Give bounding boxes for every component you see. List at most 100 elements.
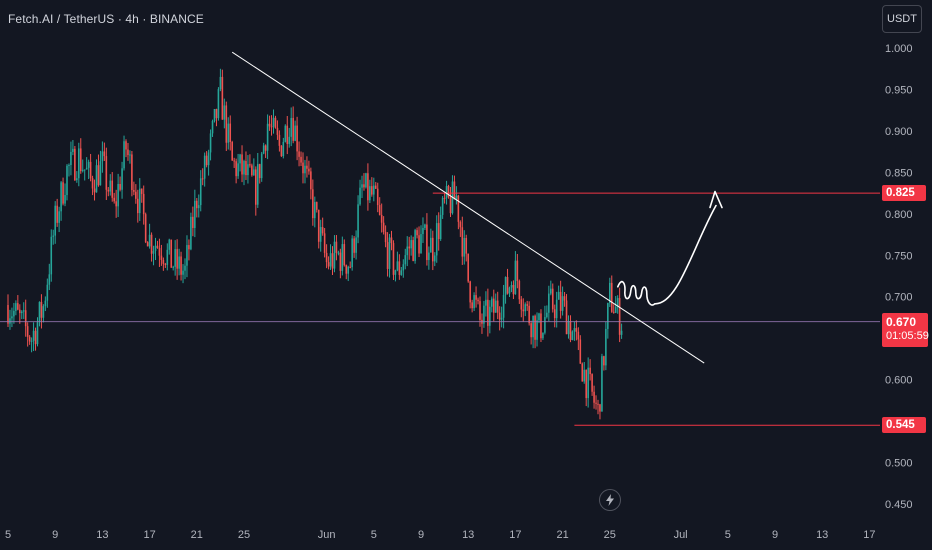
candle (255, 166, 257, 216)
current-price-badge: 0.670 01:05:59 (882, 313, 929, 347)
candle (42, 304, 45, 323)
candle (573, 321, 576, 341)
candle (79, 138, 82, 174)
candle (243, 159, 245, 186)
candle (353, 236, 355, 258)
candle (315, 201, 318, 213)
candle (81, 159, 84, 173)
lightning-icon[interactable] (599, 489, 621, 511)
candle (215, 108, 218, 127)
candle (184, 258, 186, 280)
candle (367, 163, 369, 211)
candle (262, 142, 265, 155)
candle (492, 289, 495, 322)
candle (196, 198, 198, 218)
candle (335, 235, 338, 261)
candle (412, 236, 414, 262)
candle (180, 251, 182, 281)
candle (229, 115, 232, 151)
candle (174, 240, 176, 276)
candle (107, 187, 110, 197)
candle (95, 159, 98, 193)
candle (618, 287, 621, 343)
countdown-label: 01:05:59 (886, 330, 929, 342)
y-tick-label: 0.800 (885, 209, 913, 221)
candle (463, 230, 466, 265)
candle (477, 297, 479, 305)
x-tick-label: 25 (238, 529, 250, 541)
candle (152, 245, 155, 266)
candle (457, 194, 460, 230)
candle (520, 296, 523, 318)
x-tick-label: Jun (318, 529, 336, 541)
candle (396, 251, 399, 272)
x-tick-label: 9 (772, 529, 778, 541)
candle (508, 286, 511, 298)
candle (9, 309, 11, 330)
candle (251, 163, 253, 177)
candle (207, 149, 210, 176)
candle (162, 257, 165, 271)
y-tick-label: 0.850 (885, 167, 913, 179)
candle (392, 240, 395, 281)
candle (137, 189, 139, 223)
candle (579, 335, 582, 364)
candle (296, 116, 298, 161)
candle (205, 151, 208, 168)
candle (378, 197, 381, 216)
candle (500, 306, 503, 328)
candle (597, 399, 599, 415)
candle (449, 187, 452, 218)
candle (233, 157, 235, 168)
candle (473, 292, 475, 312)
candle (430, 228, 432, 253)
candle (158, 238, 161, 267)
candle (351, 235, 353, 271)
candle (518, 279, 521, 304)
candle (363, 173, 365, 191)
candle (72, 140, 74, 156)
projection-path (617, 204, 717, 306)
x-tick-label: 17 (143, 529, 155, 541)
candle (249, 154, 251, 168)
candle (87, 159, 90, 180)
candle (345, 264, 348, 280)
candle (264, 144, 267, 158)
x-tick-label: 25 (604, 529, 616, 541)
candle (577, 327, 580, 351)
currency-button[interactable]: USDT (882, 5, 922, 33)
candle (374, 182, 377, 190)
candle (199, 170, 202, 212)
candle (432, 230, 434, 271)
candle (22, 302, 25, 319)
candle (394, 269, 397, 282)
candle (530, 320, 532, 345)
candle (376, 182, 379, 213)
candle (131, 151, 133, 197)
candle (451, 175, 454, 215)
candle (467, 253, 469, 283)
candle (424, 223, 426, 231)
candle (176, 239, 178, 280)
candle (192, 206, 194, 237)
candle (489, 300, 491, 334)
candle (583, 361, 586, 384)
candle (140, 188, 143, 203)
candle (125, 139, 127, 158)
y-tick-label: 0.950 (885, 84, 913, 96)
candle (587, 357, 589, 408)
axes-layer: 1.000 0.950 0.900 0.850 0.800 0.750 0.700 0.600… (5, 43, 913, 541)
candle (239, 153, 241, 172)
candle (426, 213, 428, 266)
candle (188, 239, 190, 261)
candle (414, 228, 416, 264)
candle (420, 225, 422, 254)
candle (441, 196, 444, 219)
candle (40, 294, 43, 329)
candle (164, 262, 167, 268)
candle (465, 234, 468, 262)
candle (546, 305, 548, 319)
candle (557, 285, 560, 300)
